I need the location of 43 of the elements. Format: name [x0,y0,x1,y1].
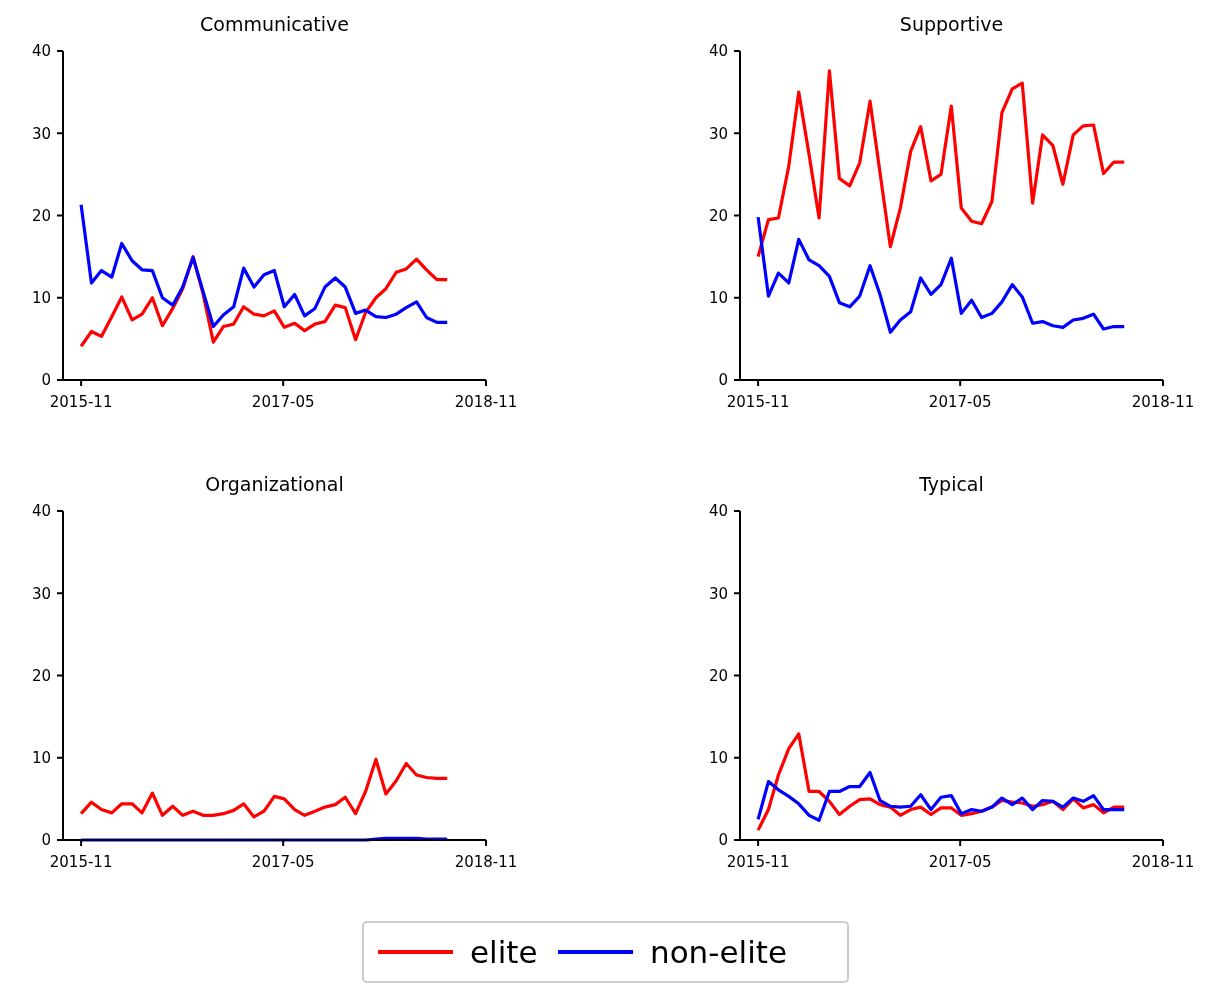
line-series [756,69,1126,259]
x-tick-label: 2018-11 [1131,853,1195,871]
x-tick-label: 2015-11 [49,393,113,411]
y-tick-label: 20 [708,666,728,685]
y-tick-label: 30 [31,584,51,603]
y-tick-label: 30 [708,584,728,603]
y-tick-label: 20 [708,206,728,225]
line-series [79,203,449,329]
y-tick-label: 10 [31,289,51,307]
y-tick-label: 40 [31,42,51,61]
y-tick-label: 40 [708,502,728,521]
y-tick-label: 30 [31,124,51,143]
chart-title: Supportive [899,13,1004,35]
y-tick-label: 0 [41,371,51,390]
y-tick-label: 10 [708,749,728,767]
x-tick-label: 2017-05 [251,853,315,871]
x-tick-label: 2015-11 [726,393,790,411]
x-tick-label: 2018-11 [1131,393,1195,411]
x-tick-label: 2017-05 [928,853,992,871]
x-tick-label: 2015-11 [726,853,790,871]
legend-label: non-elite [650,933,787,970]
x-tick-label: 2018-11 [454,853,518,871]
line-series [756,770,1126,822]
y-tick-label: 10 [708,289,728,307]
y-tick-label: 20 [31,666,51,685]
y-tick-label: 10 [31,749,51,767]
y-tick-label: 30 [708,124,728,143]
y-tick-label: 0 [718,831,728,850]
y-tick-label: 0 [41,831,51,850]
y-tick-label: 0 [718,371,728,390]
x-tick-label: 2017-05 [251,393,315,411]
chart-title: Communicative [199,13,350,35]
y-tick-label: 40 [708,42,728,61]
x-tick-label: 2017-05 [928,393,992,411]
x-tick-label: 2015-11 [49,853,113,871]
legend-label: elite [470,933,538,970]
chart-title: Typical [918,473,984,495]
x-tick-label: 2018-11 [454,393,518,411]
line-series [79,757,449,819]
chart-title: Organizational [205,473,344,495]
y-tick-label: 40 [31,502,51,521]
y-tick-label: 20 [31,206,51,225]
line-series [756,215,1126,334]
